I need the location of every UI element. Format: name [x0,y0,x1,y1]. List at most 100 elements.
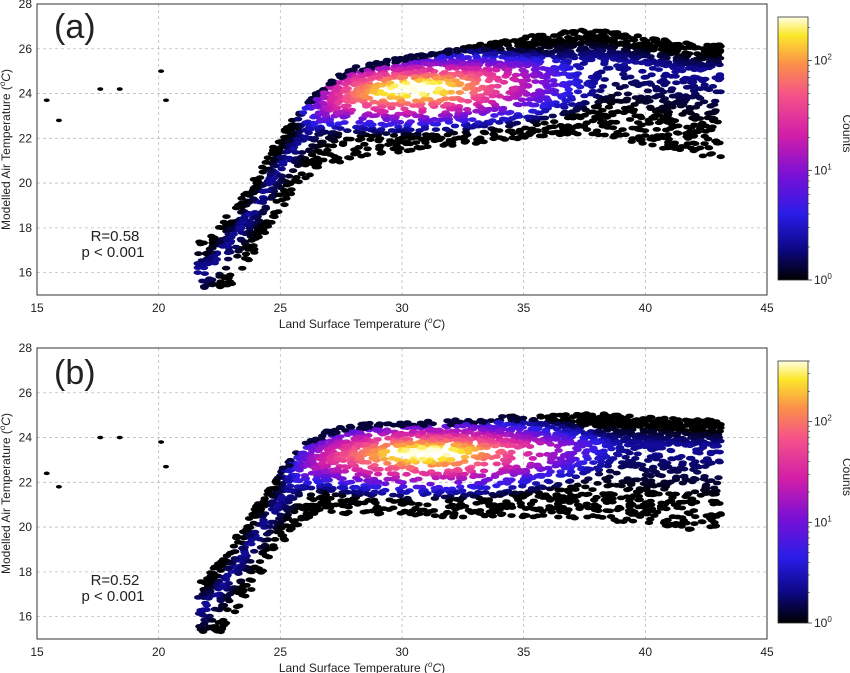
density-mark [263,537,272,543]
density-mark [531,79,540,84]
density-mark [591,421,600,426]
density-mark [360,500,369,506]
density-mark [243,222,253,228]
density-mark [280,127,290,133]
density-mark [419,97,429,102]
density-mark [371,84,381,90]
density-mark [590,497,599,503]
density-mark [555,132,565,138]
density-mark [536,413,545,419]
density-mark [550,119,559,125]
density-mark [495,63,504,68]
density-mark [572,77,581,83]
density-mark [389,492,398,498]
density-mark [463,123,472,129]
density-mark [334,131,343,137]
density-mark [455,90,464,95]
y-tick-label: 22 [19,131,33,145]
density-mark [411,98,421,104]
density-mark [204,261,213,267]
density-mark [238,265,247,271]
density-mark [223,596,232,602]
density-mark [569,40,579,46]
density-mark [490,127,500,133]
density-mark [280,537,290,543]
density-mark [445,74,454,80]
density-mark [640,81,650,86]
density-mark [275,192,284,198]
density-mark [343,432,352,438]
density-mark [588,487,597,492]
density-mark [480,419,489,424]
density-mark [505,46,515,51]
density-mark [508,135,517,141]
density-mark [254,234,263,240]
density-mark [562,98,571,104]
density-mark [594,471,604,477]
density-mark [413,64,422,70]
density-mark [234,539,243,545]
density-mark [655,113,664,118]
density-mark [301,105,310,111]
density-mark [435,117,444,123]
density-mark [360,141,369,147]
density-mark [363,103,372,108]
density-mark [231,244,241,250]
density-mark [377,121,386,127]
density-mark [291,159,300,165]
y-axis-label-a: Modelled Air Temperature (oC) [0,69,13,230]
density-mark [339,510,348,516]
density-mark [582,57,591,63]
density-mark [360,126,370,132]
density-mark [343,128,352,134]
density-mark [237,204,247,210]
density-mark [315,446,324,452]
density-mark [411,113,421,119]
density-mark [368,508,377,514]
density-mark [654,67,663,72]
density-mark [444,504,454,510]
density-mark [648,115,657,120]
density-mark [681,97,691,102]
density-mark [681,437,690,443]
density-mark [623,96,632,102]
density-mark [210,235,219,241]
density-mark [400,508,410,514]
density-mark [227,225,236,231]
density-mark [336,74,345,79]
density-mark [687,455,696,461]
density-mark [445,106,455,112]
density-mark [408,55,417,60]
density-mark [460,454,470,460]
density-mark [489,136,498,142]
density-mark [508,86,517,91]
density-mark [612,451,622,457]
density-mark [677,505,687,511]
density-mark [294,490,303,496]
density-mark [382,117,391,123]
density-mark [551,463,560,469]
density-mark [425,66,434,72]
density-mark [531,51,540,57]
density-mark [659,41,669,47]
density-mark [580,93,589,99]
density-mark [566,478,575,484]
colorbar-tick-label: 100 [814,272,832,287]
density-mark [210,260,219,266]
density-mark [479,468,489,474]
density-mark [504,464,513,470]
density-mark [652,85,661,90]
density-mark [283,149,292,155]
density-mark [240,239,249,245]
density-mark [573,124,583,129]
density-mark [469,493,478,499]
y-tick-label: 16 [19,266,33,280]
density-mark [659,145,668,151]
density-mark [606,49,616,55]
density-mark [372,60,381,65]
density-mark [574,34,584,40]
density-mark [560,92,569,98]
density-mark [480,130,490,136]
density-mark [270,537,280,542]
density-mark [428,132,437,138]
